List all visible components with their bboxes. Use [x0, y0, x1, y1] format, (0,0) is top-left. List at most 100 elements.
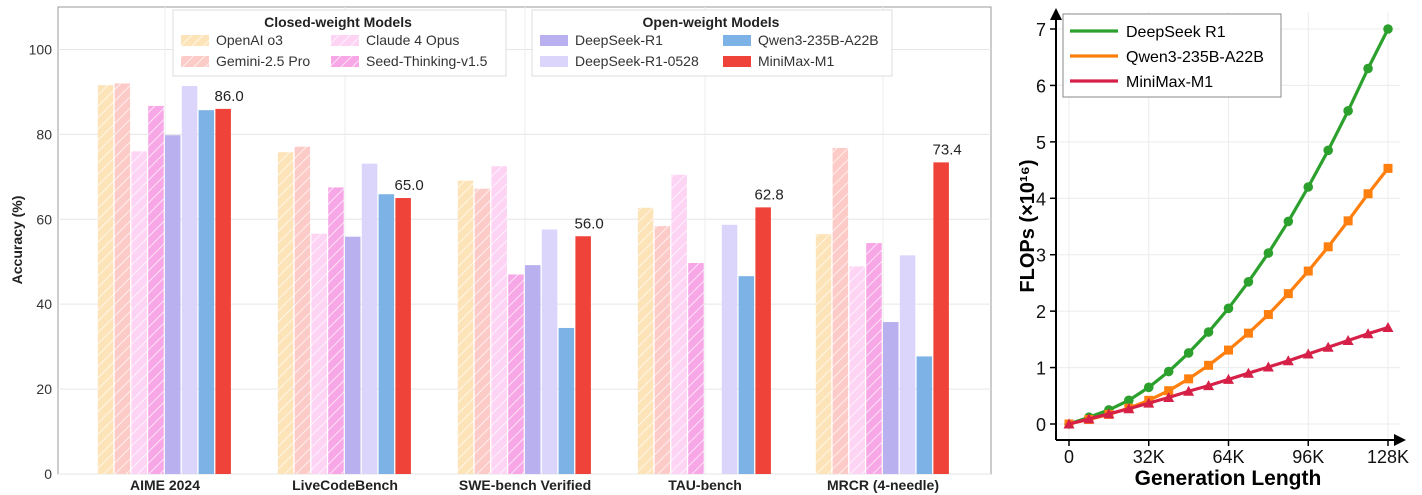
line-chart: 0 1 2 3 4 5 6 7 0 32K 64K 96K 128K Generation Lengt…	[1017, 8, 1409, 490]
legend-swatch	[181, 35, 209, 46]
bar-deepseek-r1-1	[345, 236, 361, 474]
bar-data-label: 65.0	[395, 177, 424, 194]
bar-chart: 0 20 40 60 80 100 86.0 65.0 56.0 62.8 73.4 AIME 2…	[9, 6, 992, 493]
point-qwen3-235b-a22b-14	[1343, 216, 1353, 226]
point-minimax-m1-0	[1063, 418, 1075, 429]
line-x-axis-label: Generation Length	[1135, 467, 1322, 490]
bar-qwen3-235b-a22b-3	[738, 276, 755, 474]
line-legend: DeepSeek R1 Qwen3-235B-A22B MiniMax-M1	[1062, 13, 1282, 98]
point-minimax-m1-7	[1203, 380, 1215, 391]
point-deepseek-r1-9	[1243, 277, 1254, 287]
bar-gemini-2-5-pro-4	[832, 147, 849, 474]
bar-gemini-2-5-pro-2	[474, 188, 491, 475]
point-deepseek-r1-7	[1203, 327, 1214, 337]
point-minimax-m1-12	[1302, 348, 1314, 359]
point-minimax-m1-14	[1342, 334, 1354, 345]
line-x-tick-label: 64K	[1212, 447, 1244, 467]
bar-data-label: 62.8	[755, 186, 784, 203]
bar-y-axis-label: Accuracy (%)	[9, 196, 25, 285]
bar-qwen3-235b-a22b-2	[558, 327, 575, 474]
line-y-tick-label: 0	[1036, 415, 1046, 435]
bar-y-tick-label: 100	[29, 41, 53, 57]
bar-deepseek-r1-0528-2	[541, 229, 558, 474]
bar-claude-4-opus-4	[849, 266, 865, 474]
legend-swatch	[331, 35, 359, 46]
point-minimax-m1-1	[1083, 413, 1095, 424]
line-series	[1063, 24, 1394, 429]
legend-swatch	[723, 56, 751, 67]
bar-deepseek-r1-4	[883, 322, 899, 474]
point-qwen3-235b-a22b-6	[1184, 374, 1194, 384]
bar-minimax-m1-1	[395, 198, 411, 474]
legend-entry-label: DeepSeek-R1	[575, 32, 663, 48]
bar-deepseek-r1-0528-3	[721, 224, 738, 474]
point-minimax-m1-5	[1163, 391, 1175, 402]
bar-seed-thinking-v1-5-4	[866, 243, 882, 474]
bar-seed-thinking-v1-5-2	[508, 274, 524, 474]
point-deepseek-r1-15	[1363, 63, 1373, 74]
point-minimax-m1-9	[1242, 367, 1254, 378]
legend-entry-label: OpenAI o3	[216, 32, 283, 48]
bar-data-label: 56.0	[575, 215, 604, 232]
bar-openai-o3-3	[637, 207, 654, 474]
point-qwen3-235b-a22b-5	[1164, 386, 1174, 396]
bar-data-label: 73.4	[933, 141, 962, 158]
point-qwen3-235b-a22b-13	[1323, 242, 1333, 252]
point-minimax-m1-3	[1123, 403, 1135, 414]
bar-gemini-2-5-pro-3	[654, 226, 671, 474]
line-y-tick-label: 7	[1036, 20, 1046, 40]
legend-swatch	[540, 35, 568, 46]
legend-swatch	[540, 56, 568, 67]
point-qwen3-235b-a22b-15	[1363, 189, 1373, 199]
bar-y-tick-label: 60	[36, 211, 52, 227]
bar-deepseek-r1-0	[165, 135, 181, 475]
line-x-tick-label: 96K	[1292, 447, 1324, 467]
point-minimax-m1-2	[1103, 408, 1115, 419]
point-deepseek-r1-14	[1343, 106, 1353, 116]
bar-y-ticks: 0 20 40 60 80 100	[29, 41, 53, 482]
line-y-tick-label: 5	[1036, 133, 1046, 153]
bar-openai-o3-1	[277, 152, 294, 474]
bars	[97, 83, 949, 475]
series-minimax-m1	[1063, 322, 1394, 429]
legend-entry-label: Claude 4 Opus	[366, 32, 459, 48]
point-qwen3-235b-a22b-16	[1383, 163, 1393, 173]
bar-data-label: 86.0	[215, 88, 244, 105]
line-x-tick-label: 0	[1064, 447, 1074, 467]
line-y-tick-label: 2	[1036, 302, 1046, 322]
bar-y-tick-label: 80	[36, 126, 52, 142]
point-deepseek-r1-4	[1143, 382, 1154, 393]
legend-swatch	[723, 35, 751, 46]
point-deepseek-r1-12	[1303, 182, 1314, 192]
bar-qwen3-235b-a22b-1	[378, 194, 395, 474]
point-minimax-m1-6	[1183, 385, 1195, 396]
legend-title-open: Open-weight Models	[643, 14, 780, 30]
bar-claude-4-opus-3	[671, 174, 687, 475]
bar-qwen3-235b-a22b-4	[916, 356, 933, 474]
point-minimax-m1-11	[1282, 355, 1294, 366]
point-qwen3-235b-a22b-9	[1243, 328, 1253, 338]
bar-minimax-m1-3	[755, 207, 771, 475]
line-y-tick-label: 4	[1036, 189, 1046, 209]
bar-openai-o3-0	[97, 85, 114, 474]
point-minimax-m1-13	[1322, 341, 1334, 352]
bar-x-tick-label: AIME 2024	[130, 477, 200, 493]
bar-gemini-2-5-pro-0	[114, 83, 131, 474]
point-deepseek-r1-6	[1183, 348, 1194, 358]
legend-title-closed: Closed-weight Models	[264, 14, 412, 30]
line-y-axis-label: FLOPs (×10¹⁶)	[1017, 159, 1039, 292]
line-x-ticks: 0 32K 64K 96K 128K	[1064, 440, 1409, 467]
line-y-tick-label: 1	[1036, 359, 1046, 379]
legend-entry-label: MiniMax-M1	[758, 53, 834, 69]
point-minimax-m1-4	[1143, 397, 1155, 408]
legend-box-open	[531, 9, 893, 77]
bar-claude-4-opus-2	[491, 166, 507, 475]
bar-gemini-2-5-pro-1	[294, 146, 311, 474]
bar-claude-4-opus-0	[131, 151, 147, 474]
line-legend-label: Qwen3-235B-A22B	[1126, 49, 1264, 66]
bar-deepseek-r1-0528-4	[899, 255, 916, 474]
bar-y-tick-label: 0	[44, 466, 52, 482]
bar-x-tick-label: SWE-bench Verified	[459, 477, 591, 493]
legend-entry-label: DeepSeek-R1-0528	[575, 53, 699, 69]
